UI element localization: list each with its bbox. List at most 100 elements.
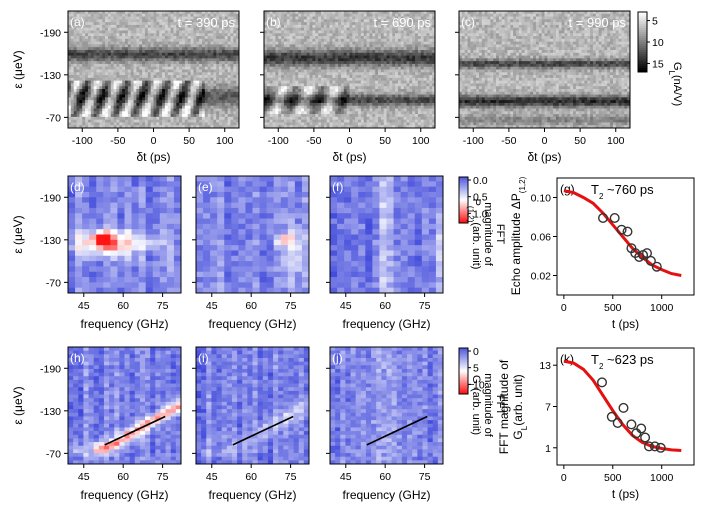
colorbar-row3-label-line3-rest: (arb. unit)	[470, 388, 482, 435]
xtick-e-0: 45	[206, 300, 218, 312]
ylabel-g-main: Echo amplitude ΔP	[509, 193, 523, 295]
colorbar-gray-tick-2: 15	[652, 58, 664, 70]
guide-line-i	[232, 415, 294, 446]
ytick-row3-0: -190	[40, 363, 61, 375]
xtick-a-3: 50	[183, 135, 195, 147]
data-point-g-8	[642, 248, 653, 259]
xtick-h-0: 45	[78, 471, 90, 483]
ytick-row3-1: -130	[40, 406, 61, 418]
colorbar-row2-label-line1: FFT	[494, 224, 506, 244]
heatmap-f	[330, 176, 444, 294]
data-point-k-8	[644, 441, 655, 452]
colorbar-row3-label-line2: magnitude of	[482, 373, 494, 438]
xlabel-j: frequency (GHz)	[342, 488, 430, 502]
xtick-b-1: -50	[306, 135, 321, 147]
ytick-k-0: 1	[545, 443, 551, 455]
data-point-g-1	[609, 212, 620, 223]
data-point-k-2	[612, 418, 623, 429]
colorbar-row3-label-line3: GL(arb. unit)	[467, 375, 483, 435]
ytick-k-1: 7	[545, 402, 551, 414]
colorbar-row2-tick-1: 0.5	[473, 192, 488, 204]
time-annotation-b: t = 690 ps	[374, 15, 432, 30]
colorbar-gray-tick-0: 5	[652, 16, 658, 28]
xtick-f-2: 75	[419, 300, 431, 312]
xtick-c-0: -100	[463, 135, 484, 147]
colorbar-row3-tick-1: 5	[473, 363, 479, 375]
ytick-g-2: 0.10	[531, 193, 552, 205]
ytick-row1-1: -130	[40, 70, 61, 82]
data-point-k-7	[640, 432, 651, 443]
colorbar-row3-label-line3-main: G	[470, 375, 482, 384]
data-point-g-2	[616, 224, 627, 235]
colorbar-row3-label-line3-sub: L	[467, 384, 476, 389]
xtick-b-4: 100	[412, 135, 430, 147]
panel-frame-i	[195, 346, 310, 465]
heatmap-d	[68, 176, 182, 294]
colorbar-row2-label-line3-sub: (1,2)	[467, 206, 476, 223]
xtick-f-0: 45	[340, 300, 352, 312]
annotation-g-main: T	[591, 182, 599, 197]
panel-frame-e	[195, 175, 310, 294]
annotation-k-sub: 2	[599, 362, 604, 371]
panel-label-d: (d)	[70, 180, 85, 194]
colorbar-row3-tick-0: 0	[473, 346, 479, 358]
ytick-g-1: 0.06	[531, 232, 552, 244]
panel-label-c: (c)	[461, 15, 475, 29]
xtick-g-2: 1000	[650, 302, 674, 314]
xtick-b-2: 0	[347, 135, 353, 147]
data-point-k-5	[631, 428, 642, 439]
xtick-c-3: 50	[574, 135, 586, 147]
ylabel-g-sub: (1,2)	[518, 176, 527, 193]
ytick-g-0: 0.02	[531, 271, 552, 283]
data-point-k-1	[606, 411, 617, 422]
ylabel-row2: ε (μeV)	[11, 215, 25, 253]
xtick-d-0: 45	[78, 300, 90, 312]
ylabel-g: Echo amplitude ΔP(1,2)	[509, 176, 527, 295]
xlabel-c: δt (ps)	[527, 150, 561, 164]
annotation-k-rest: ~623 ps	[603, 352, 654, 367]
panel-label-h: (h)	[70, 351, 85, 365]
annotation-k: T2 ~623 ps	[591, 352, 654, 371]
data-point-k-6	[636, 423, 647, 434]
xtick-i-2: 75	[285, 471, 297, 483]
colorbar-p12	[459, 177, 468, 224]
ytick-row2-1: -130	[40, 235, 61, 247]
time-annotation-c: t = 990 ps	[569, 15, 627, 30]
data-point-g-3	[622, 226, 633, 237]
xtick-d-1: 60	[117, 300, 129, 312]
ylabel-k-line1: FFT magnitude of	[497, 359, 511, 454]
xlabel-k: t (ps)	[612, 487, 639, 501]
xtick-h-2: 75	[157, 471, 169, 483]
heatmap-c	[459, 11, 631, 129]
annotation-k-main: T	[591, 352, 599, 367]
panel-frame-d	[67, 175, 182, 294]
xlabel-f: frequency (GHz)	[342, 317, 430, 331]
xtick-f-1: 60	[379, 300, 391, 312]
colorbar-gray-label-rest: (nA/V)	[671, 75, 683, 106]
xtick-k-1: 500	[604, 472, 622, 484]
colorbar-gray-label-sub: L	[668, 71, 677, 76]
annotation-g-rest: ~760 ps	[603, 182, 654, 197]
xtick-i-1: 60	[245, 471, 257, 483]
data-point-k-4	[626, 419, 637, 430]
panel-label-f: (f)	[332, 180, 343, 194]
panel-label-b: (b)	[266, 15, 281, 29]
colorbar-row3-tick-2: 10	[473, 379, 485, 391]
colorbar-row2-label-line3: P(1,2)(arb. unit)	[467, 199, 483, 270]
annotation-g-sub: 2	[599, 192, 604, 201]
colorbar-gray-label: GL(nA/V)	[668, 62, 684, 106]
heatmap-i	[196, 347, 310, 465]
panel-label-j: (j)	[332, 351, 343, 365]
panel-label-e: (e)	[198, 180, 213, 194]
xtick-b-0: -100	[268, 135, 289, 147]
ytick-row3-2: -70	[46, 448, 61, 460]
ytick-row1-0: -190	[40, 27, 61, 39]
heatmap-h	[68, 347, 182, 465]
xlabel-d: frequency (GHz)	[80, 317, 168, 331]
ylabel-k-line2-sub: L	[520, 425, 529, 430]
xtick-g-1: 500	[604, 302, 622, 314]
heatmap-a	[68, 11, 240, 129]
xtick-a-2: 0	[151, 135, 157, 147]
xtick-k-0: 0	[561, 472, 567, 484]
panel-frame-h	[67, 346, 182, 465]
